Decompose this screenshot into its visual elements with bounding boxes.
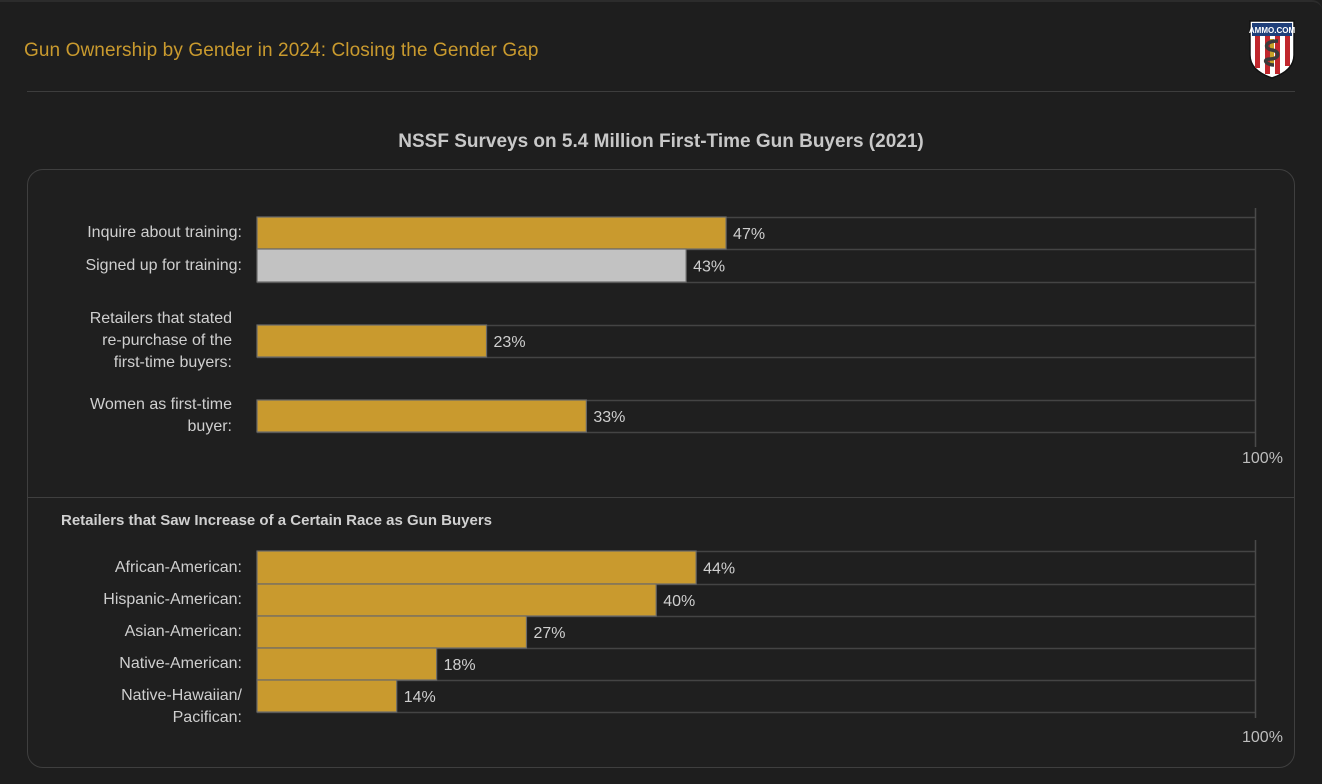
- bar[interactable]: [256, 615, 528, 649]
- star-icon: [1270, 69, 1274, 73]
- axis-max-label-bottom: 100%: [1242, 729, 1283, 746]
- category-label: Inquire about training:: [87, 222, 242, 244]
- category-label: Native-American:: [119, 653, 242, 675]
- category-label: Hispanic-American:: [103, 589, 242, 611]
- category-label: Retailers that stated re-purchase of the f…: [90, 308, 232, 374]
- header-divider: [27, 91, 1295, 92]
- category-label: Asian-American:: [125, 621, 242, 643]
- section-title-race: Retailers that Saw Increase of a Certain…: [61, 512, 493, 529]
- category-label: African-American:: [115, 557, 242, 579]
- chart-title: NSSF Surveys on 5.4 Million First-Time G…: [398, 131, 924, 152]
- bar[interactable]: [256, 324, 488, 358]
- bar[interactable]: [256, 583, 657, 617]
- value-label: 27%: [533, 625, 565, 642]
- value-label: 14%: [404, 689, 436, 706]
- category-label-line: African-American:: [114, 558, 242, 576]
- value-label: 18%: [444, 657, 476, 674]
- section-divider: [27, 497, 1295, 498]
- category-label-line: Native-American:: [119, 655, 242, 672]
- bar[interactable]: [256, 216, 727, 250]
- category-label-line: first-time buyers:: [113, 354, 232, 371]
- category-label-line: Pacifican:: [172, 709, 242, 726]
- value-label: 33%: [593, 409, 625, 426]
- value-label: 44%: [703, 561, 735, 578]
- bar[interactable]: [256, 248, 687, 283]
- category-label-line: Native-Hawaiian/: [121, 687, 242, 704]
- category-label-line: Inquire about training:: [87, 224, 242, 241]
- category-label: Signed up for training:: [85, 255, 242, 277]
- page-title: Gun Ownership by Gender in 2024: Closing…: [24, 40, 539, 61]
- logo-text: AMMO.COM: [1249, 26, 1296, 35]
- category-label-line: buyer:: [187, 418, 232, 435]
- value-label: 40%: [663, 593, 695, 610]
- category-label-line: Signed up for training:: [85, 256, 242, 274]
- bar[interactable]: [256, 550, 697, 585]
- value-label: 23%: [494, 334, 526, 351]
- category-label-line: Retailers that stated: [89, 310, 232, 327]
- axis-max-label-top: 100%: [1242, 450, 1283, 467]
- category-label-line: Hispanic-American:: [103, 591, 242, 608]
- category-label-line: Asian-American:: [124, 623, 242, 640]
- value-label: 43%: [693, 259, 725, 276]
- category-label: Women as first-time buyer:: [90, 394, 232, 438]
- bar[interactable]: [256, 399, 587, 433]
- value-label: 47%: [733, 226, 765, 243]
- ammo-com-logo[interactable]: AMMO.COM: [1248, 19, 1296, 79]
- category-label-line: re-purchase of the: [102, 332, 232, 349]
- category-label: Native-Hawaiian/Pacifican:: [121, 685, 242, 729]
- bar[interactable]: [256, 679, 398, 713]
- bar[interactable]: [256, 647, 438, 681]
- category-label-line: Women as first-time: [90, 396, 232, 413]
